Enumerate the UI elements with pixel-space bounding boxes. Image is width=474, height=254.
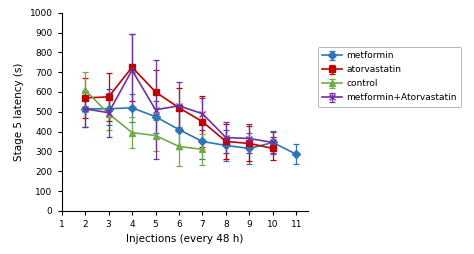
X-axis label: Injections (every 48 h): Injections (every 48 h): [126, 234, 244, 244]
Y-axis label: Stage 5 latency (s): Stage 5 latency (s): [14, 62, 24, 161]
Legend: metformin, atorvastatin, control, metformin+Atorvastatin: metformin, atorvastatin, control, metfor…: [318, 47, 462, 107]
